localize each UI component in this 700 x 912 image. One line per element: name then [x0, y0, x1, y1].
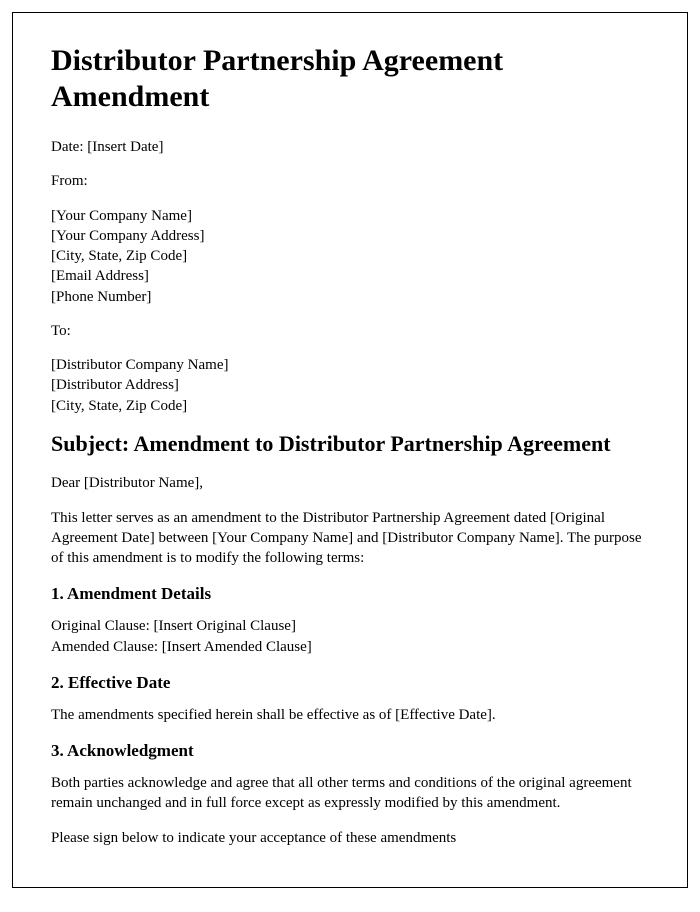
section-1-heading: 1. Amendment Details: [51, 584, 649, 604]
closing-line-cut: Please sign below to indicate your accep…: [51, 828, 649, 848]
section-2-heading: 2. Effective Date: [51, 673, 649, 693]
subject-heading: Subject: Amendment to Distributor Partne…: [51, 430, 649, 458]
document-page: Distributor Partnership Agreement Amendm…: [12, 12, 688, 888]
section-3-body: Both parties acknowledge and agree that …: [51, 773, 649, 814]
from-label: From:: [51, 171, 649, 191]
date-line: Date: [Insert Date]: [51, 137, 649, 157]
to-address-block: [Distributor Company Name] [Distributor …: [51, 355, 649, 416]
intro-paragraph: This letter serves as an amendment to th…: [51, 508, 649, 569]
to-label: To:: [51, 321, 649, 341]
section-1-body: Original Clause: [Insert Original Clause…: [51, 616, 649, 657]
document-title: Distributor Partnership Agreement Amendm…: [51, 43, 649, 115]
section-3-heading: 3. Acknowledgment: [51, 741, 649, 761]
section-2-body: The amendments specified herein shall be…: [51, 705, 649, 725]
salutation: Dear [Distributor Name],: [51, 473, 649, 493]
from-address-block: [Your Company Name] [Your Company Addres…: [51, 206, 649, 307]
